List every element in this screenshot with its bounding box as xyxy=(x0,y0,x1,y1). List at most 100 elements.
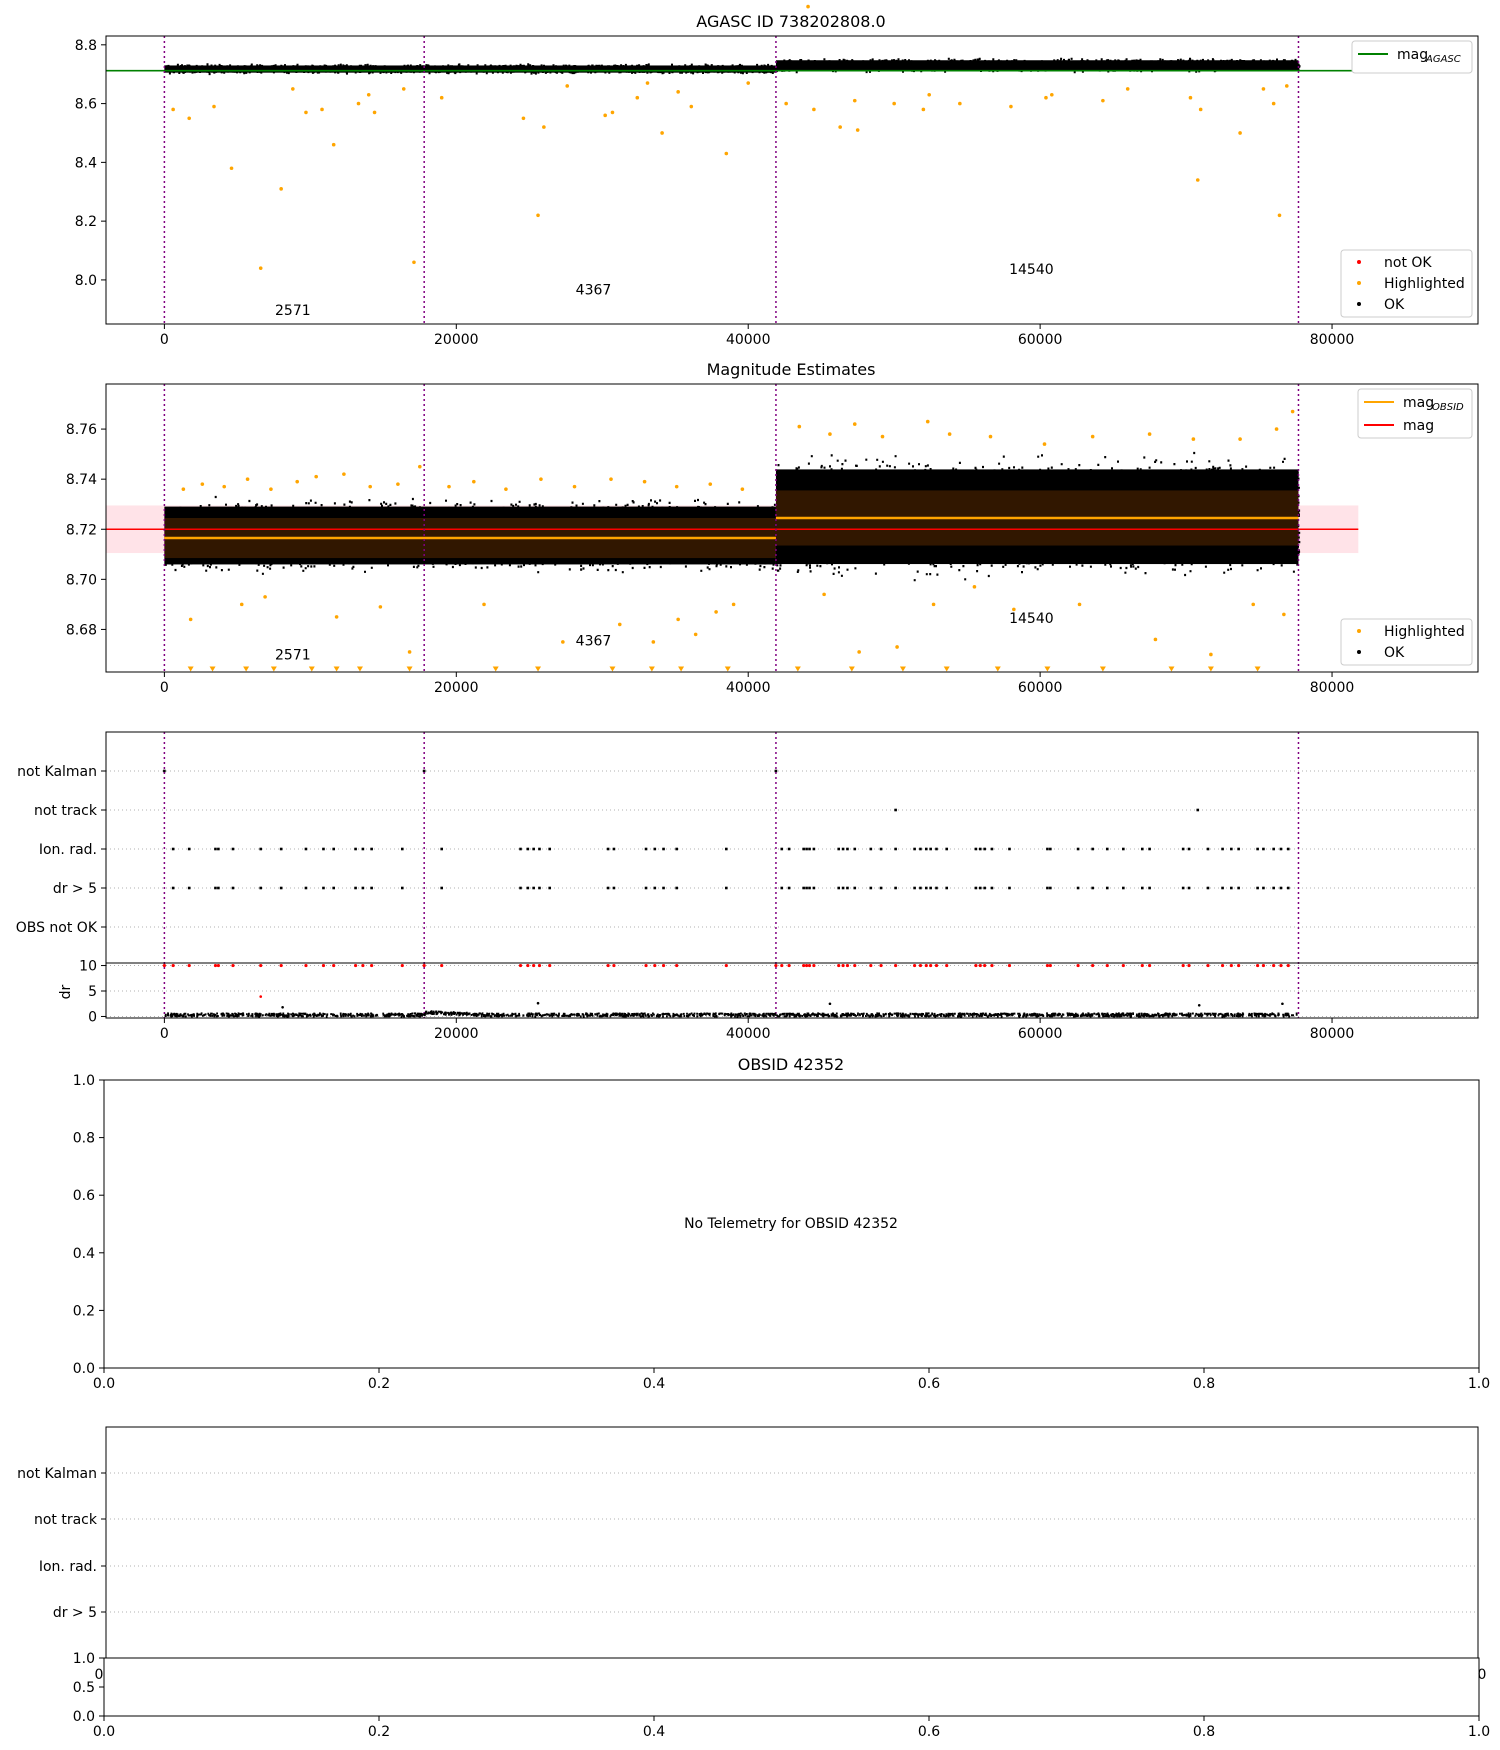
flags-point-ion-rad- xyxy=(217,847,220,851)
flags-point-ion-rad- xyxy=(1272,847,1275,851)
mag-est-limit-marker xyxy=(794,666,801,672)
agasc-ytick-label: 8.0 xyxy=(75,273,97,289)
mag-est-point-highlighted xyxy=(418,464,422,469)
agasc-xtick-label: 20000 xyxy=(434,332,479,348)
mag-est-point-highlighted xyxy=(504,487,508,491)
dr-clipped-point xyxy=(978,963,982,968)
flags-point-ion-rad- xyxy=(644,847,648,851)
agasc-obs-label: 14540 xyxy=(1009,262,1054,278)
flags-point-dr-5 xyxy=(332,886,335,890)
obsid-axes-frame xyxy=(103,1079,1480,1369)
dr-clipped-point xyxy=(370,963,374,968)
dr-clipped-point xyxy=(807,963,812,968)
mag-est-point-highlighted xyxy=(852,422,857,426)
mag-est-point-highlighted xyxy=(708,482,713,486)
mag-est-point-highlighted xyxy=(239,602,244,607)
dr-clipped-point xyxy=(1140,963,1144,968)
flags-point-ion-rad- xyxy=(214,847,217,851)
flags-point-ion-rad- xyxy=(538,847,541,851)
obsid-ytick-label: 0.8 xyxy=(73,1131,95,1147)
obsid-dr-ytick-label: 0.5 xyxy=(73,1680,95,1696)
flags-point-ion-rad- xyxy=(869,847,873,851)
obsid-dr-xtick-label: 1.0 xyxy=(1468,1724,1490,1740)
dr-clipped-point xyxy=(332,963,336,968)
agasc-point-highlighted xyxy=(610,110,615,115)
mag-est-point-highlighted xyxy=(674,484,679,489)
flags-point-ion-rad- xyxy=(1230,847,1233,851)
flags-point-dr-5 xyxy=(869,886,873,890)
flags-point-dr-5 xyxy=(1221,886,1224,890)
dr-clipped-point xyxy=(924,963,928,968)
flags-point-dr-5 xyxy=(1046,886,1049,890)
agasc-point-highlighted xyxy=(1009,104,1013,109)
dr-clipped-point xyxy=(990,963,994,968)
agasc-point-highlighted xyxy=(320,107,324,112)
mag-est-point-highlighted xyxy=(1090,434,1095,439)
flags-point-ion-rad- xyxy=(1091,847,1094,851)
flags-point-dr-5 xyxy=(538,886,541,890)
flags-point-dr-5 xyxy=(1076,886,1080,890)
dr-xtick-label: 0 xyxy=(160,1026,169,1042)
agasc-point-highlighted xyxy=(1044,95,1048,100)
flags-point-dr-5 xyxy=(787,886,791,890)
flags-point-dr-5 xyxy=(1008,886,1011,890)
flags-point-ion-rad- xyxy=(1221,847,1224,851)
agasc-legend-mag-label: mag xyxy=(1397,47,1428,63)
dr-clipped-point xyxy=(804,963,809,968)
flags-point-dr-5 xyxy=(214,886,217,890)
flags-point-dr-5 xyxy=(924,886,928,890)
dr-clipped-point xyxy=(661,963,666,968)
flags-point-dr-5 xyxy=(837,886,841,890)
mag-est-point-highlighted xyxy=(1209,652,1213,657)
flags-point-ion-rad- xyxy=(532,847,535,851)
mag-est-limit-marker xyxy=(724,666,731,672)
flags-point-ion-rad- xyxy=(929,847,932,851)
flags-point-dr-5 xyxy=(802,886,805,890)
dr-clipped-point xyxy=(187,963,191,968)
agasc-xtick-label: 80000 xyxy=(1310,332,1355,348)
flags-point-ion-rad- xyxy=(231,847,235,851)
flags-point-dr-5 xyxy=(974,886,978,890)
agasc-point-highlighted xyxy=(1188,95,1193,100)
dr-xtick-label: 60000 xyxy=(1018,1026,1063,1042)
mag-est-point-highlighted xyxy=(447,484,451,489)
agasc-obs-label: 4367 xyxy=(576,283,612,299)
mag-est-point-highlighted xyxy=(314,474,318,479)
mag-est-point-highlighted xyxy=(334,615,339,619)
mag-est-point-highlighted xyxy=(895,645,899,649)
dr-clipped-point xyxy=(774,963,778,968)
obsid-xtick-label: 0.8 xyxy=(1193,1376,1215,1392)
flags-point-ion-rad- xyxy=(725,847,728,851)
flags-point-ion-rad- xyxy=(1262,847,1265,851)
agasc-point-highlighted xyxy=(401,87,406,91)
agasc-point-highlighted xyxy=(521,116,526,121)
mag-est-limit-marker xyxy=(243,666,250,672)
mag-est-limit-marker xyxy=(648,666,655,672)
mag-est-obs-label: 4367 xyxy=(576,634,612,650)
dr-clipped-point xyxy=(1048,963,1052,968)
mag-est-point-highlighted xyxy=(731,602,736,607)
flags-point-dr-5 xyxy=(1206,886,1210,890)
dr-clipped-point xyxy=(894,963,898,968)
mag-est-point-highlighted xyxy=(188,617,193,622)
mag-est-point-highlighted xyxy=(1282,612,1286,617)
dr-point xyxy=(281,1006,284,1009)
flags-point-ion-rad- xyxy=(787,847,791,851)
flags-point-ion-rad- xyxy=(945,847,949,851)
agasc-point-highlighted xyxy=(645,81,650,85)
dr-axes-frame xyxy=(105,962,1479,1019)
flags-point-ion-rad- xyxy=(400,847,404,851)
flags-point-dr-5 xyxy=(841,886,845,890)
mag-est-limit-marker xyxy=(1099,666,1106,672)
agasc-title: AGASC ID 738202808.0 xyxy=(696,12,885,31)
mag-est-point-highlighted xyxy=(1077,602,1082,607)
mag-est-xtick-label: 0 xyxy=(160,680,169,696)
mag-est-point-highlighted xyxy=(740,487,745,491)
obsid-dr-ytick-label: 0.0 xyxy=(73,1709,95,1725)
dr-clipped-point xyxy=(1279,963,1283,968)
flags-point-dr-5 xyxy=(1148,886,1151,890)
agasc-point-highlighted xyxy=(676,90,680,94)
mag-est-limit-marker xyxy=(678,666,685,672)
obsid-dr-xtick-label: 0.4 xyxy=(643,1724,665,1740)
mag-est-point-highlighted xyxy=(714,610,718,614)
